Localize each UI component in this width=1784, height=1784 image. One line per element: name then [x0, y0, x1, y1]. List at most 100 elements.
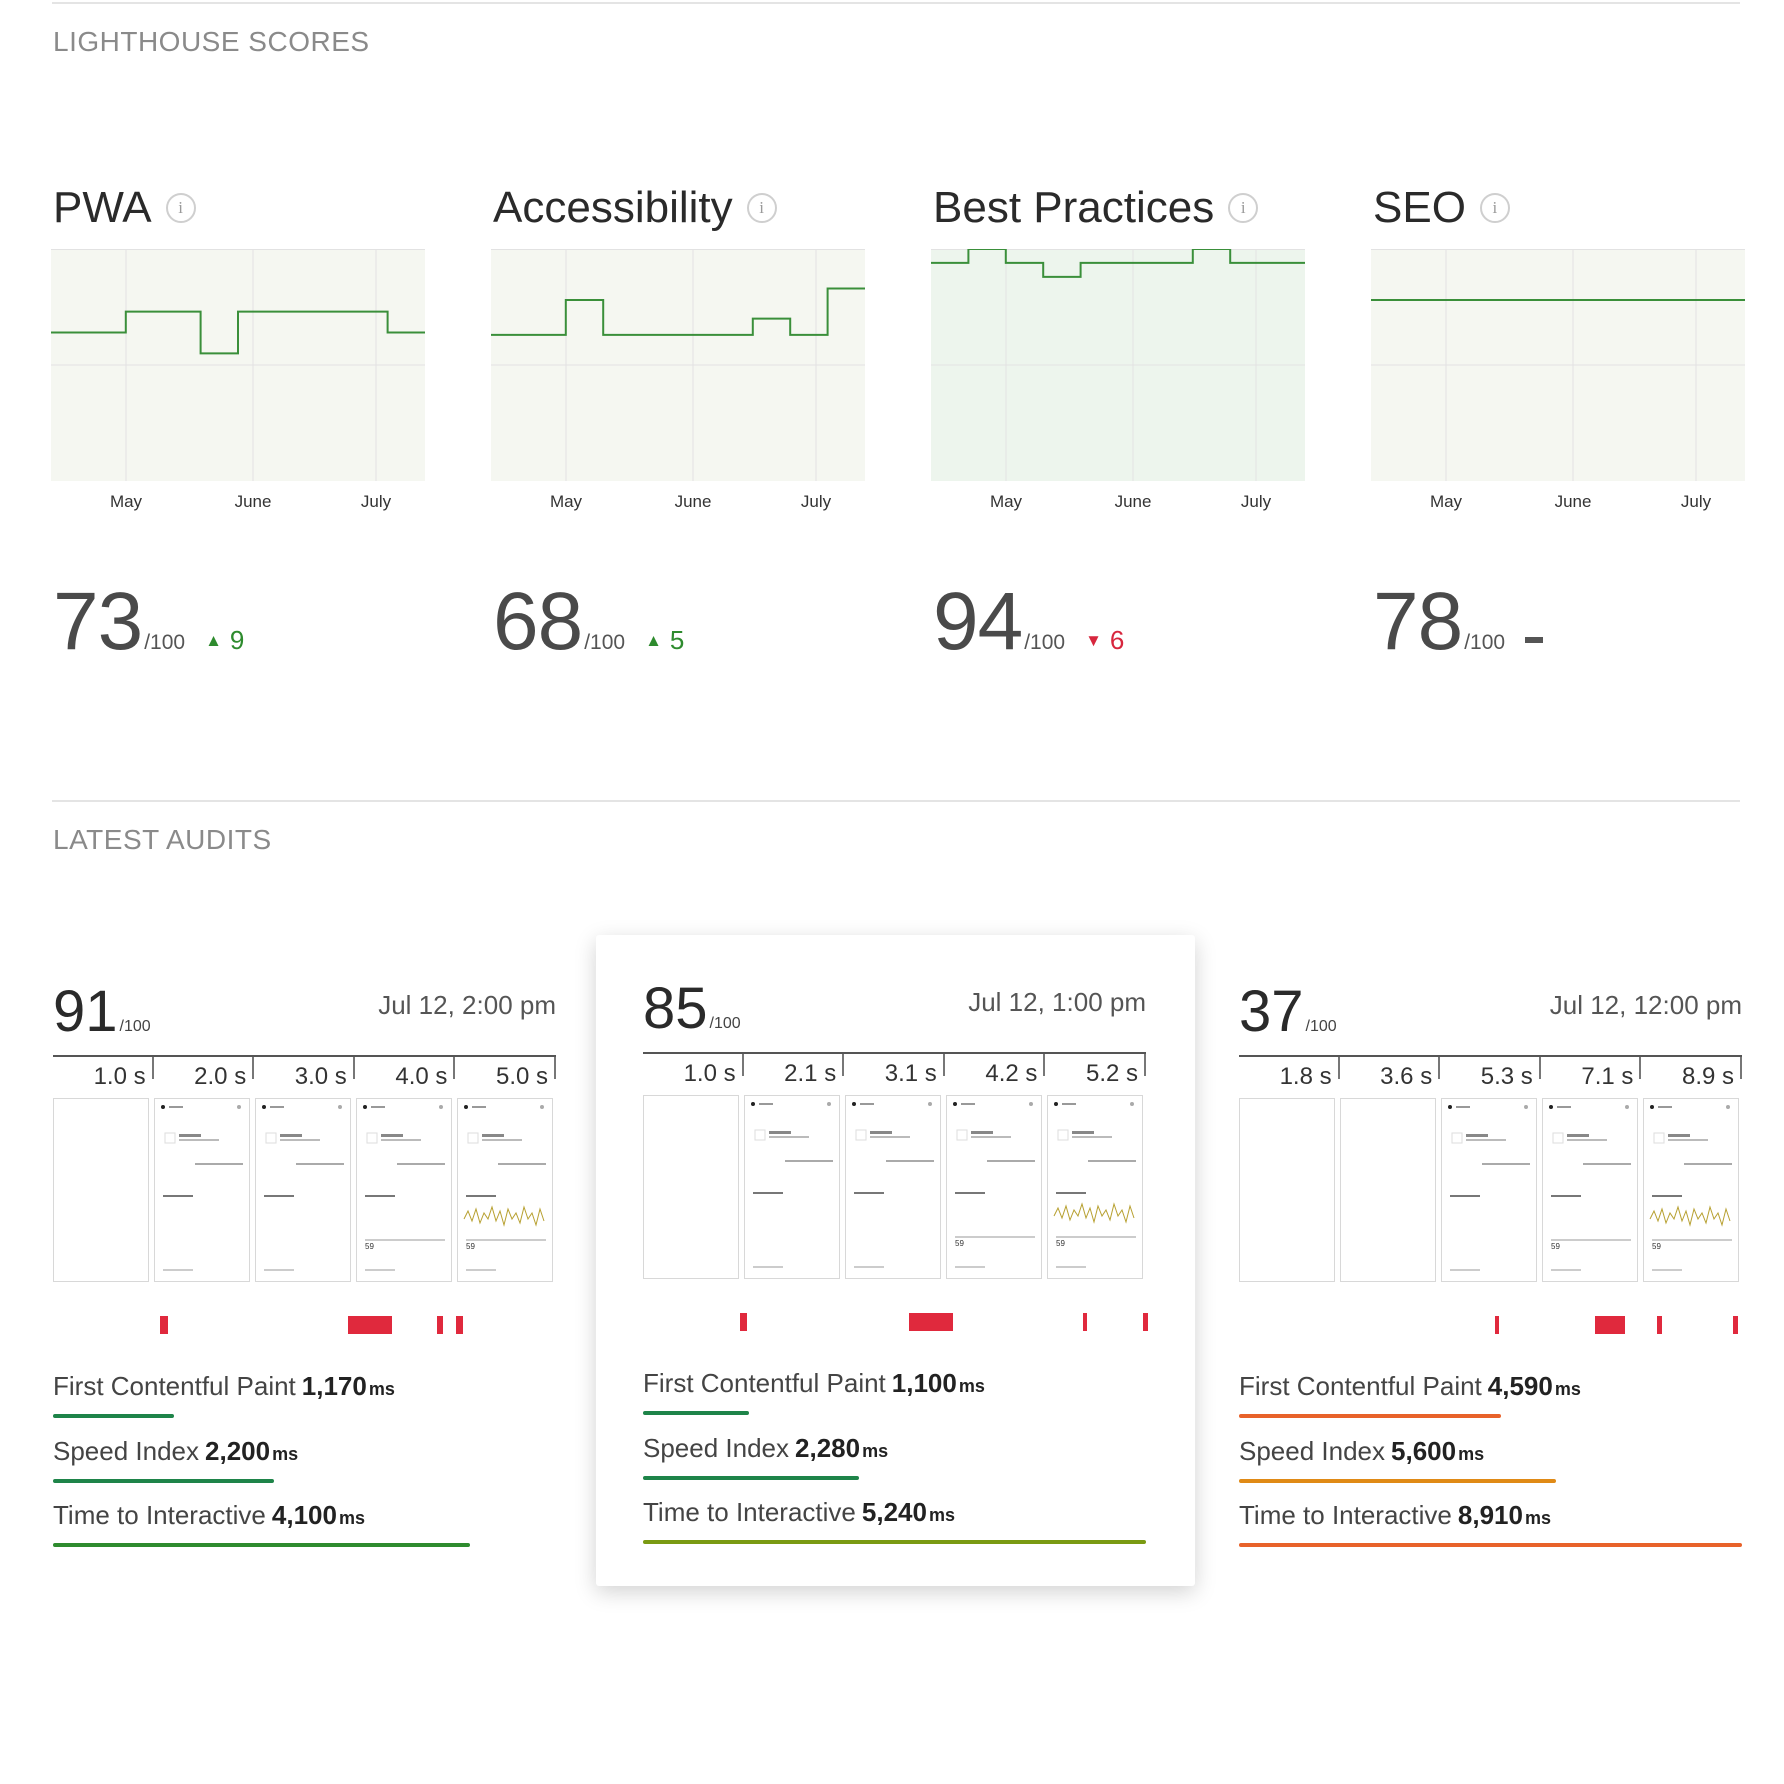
- score-series-line: [931, 248, 1305, 278]
- filmstrip-frame[interactable]: 59: [356, 1098, 452, 1282]
- score-series-line: [51, 310, 425, 355]
- svg-text:59: 59: [1652, 1242, 1661, 1251]
- metric-value: 1,170: [301, 1371, 367, 1401]
- x-tick-label: June: [235, 492, 272, 511]
- timeline-tick: [1438, 1057, 1441, 1079]
- trend-chart-svg: May June July: [491, 249, 865, 511]
- timeline-tick: [1144, 1054, 1146, 1076]
- audit-score-value: 37: [1239, 979, 1304, 1044]
- metric-bar: [643, 1411, 749, 1415]
- x-tick-label: July: [361, 492, 392, 511]
- section-title-audits: LATEST AUDITS: [53, 824, 272, 855]
- score-delta: ▲ 5: [645, 625, 684, 656]
- score-card-pwa: PWA i May June July 73 /100 ▲ 9: [51, 175, 427, 695]
- metric-label: Speed Index: [643, 1433, 790, 1463]
- x-tick-label: June: [1115, 492, 1152, 511]
- metric-bar: [53, 1414, 174, 1418]
- frame-thumbnail: 59: [463, 1105, 546, 1271]
- timeline-tick: [352, 1057, 355, 1079]
- metric-row: Time to Interactive 8,910 ms: [1239, 1500, 1551, 1531]
- score-card-header: Best Practices i: [933, 175, 1259, 241]
- filmstrip-frame[interactable]: [1441, 1098, 1537, 1282]
- timeline-tick: [1740, 1057, 1742, 1079]
- metric-bar: [1239, 1543, 1742, 1547]
- filmstrip-frame[interactable]: [255, 1098, 351, 1282]
- filmstrip-timeline: 1.0 s 2.1 s 3.1 s 4.2 s 5.2 s: [643, 1052, 1146, 1094]
- arrow-up-icon: ▲: [645, 631, 662, 650]
- filmstrip-frame[interactable]: 59: [457, 1098, 553, 1282]
- score-trend-chart: May June July: [931, 248, 1305, 515]
- category-title: Best Practices: [933, 183, 1215, 232]
- metric-unit: ms: [368, 1379, 395, 1399]
- audit-card[interactable]: 91 /100 Jul 12, 2:00 pm 1.0 s 2.0 s 3.0 …: [53, 978, 556, 1547]
- filmstrip-frame[interactable]: [53, 1098, 149, 1282]
- score-card-best-practices: Best Practices i May June July 94 /100 ▼ 6: [931, 175, 1307, 695]
- filmstrip-frame[interactable]: [643, 1095, 739, 1279]
- filmstrip-frame[interactable]: [154, 1098, 250, 1282]
- audit-score: 85 /100: [643, 975, 741, 1042]
- score-card-header: SEO i: [1373, 175, 1510, 241]
- audit-card[interactable]: 37 /100 Jul 12, 12:00 pm 1.8 s 3.6 s 5.3…: [1239, 978, 1742, 1547]
- score-trend-chart: May June July: [491, 249, 865, 515]
- audit-score-value: 85: [643, 976, 708, 1041]
- filmstrip-frame[interactable]: 59: [1542, 1098, 1638, 1282]
- audit-card[interactable]: 85 /100 Jul 12, 1:00 pm 1.0 s 2.1 s 3.1 …: [643, 975, 1148, 1544]
- filmstrip-frame[interactable]: 59: [946, 1095, 1042, 1279]
- arrow-down-icon: ▼: [1085, 631, 1102, 650]
- audit-date: Jul 12, 2:00 pm: [378, 990, 556, 1020]
- score-out-of: /100: [1464, 631, 1506, 654]
- filmstrip: 59 59: [1239, 1098, 1742, 1284]
- filmstrip-frame[interactable]: [1340, 1098, 1436, 1282]
- long-task-marker: [160, 1316, 168, 1334]
- long-task-marker: [1595, 1316, 1625, 1334]
- x-tick-label: July: [801, 492, 832, 511]
- x-tick-label: July: [1681, 492, 1712, 511]
- filmstrip-frame[interactable]: [845, 1095, 941, 1279]
- metric-label: Time to Interactive: [643, 1497, 856, 1527]
- frame-thumbnail: 59: [1649, 1105, 1732, 1271]
- metric-label: First Contentful Paint: [1239, 1371, 1482, 1401]
- metric-label: Speed Index: [1239, 1436, 1386, 1466]
- frame-thumbnail: 59: [1549, 1105, 1631, 1271]
- metric-bar: [53, 1479, 274, 1483]
- score-card-accessibility: Accessibility i May June July 68 /100 ▲ 5: [491, 175, 867, 695]
- metric-value: 2,280: [795, 1433, 861, 1463]
- metric-unit: ms: [338, 1508, 365, 1528]
- svg-text:59: 59: [955, 1239, 964, 1248]
- timeline-tick-label: 5.3 s: [1480, 1063, 1533, 1090]
- score-card-header: Accessibility i: [493, 175, 777, 241]
- filmstrip-frame[interactable]: 59: [1643, 1098, 1739, 1282]
- metric-unit: ms: [862, 1441, 889, 1461]
- metric-row: Speed Index 2,200 ms: [53, 1436, 298, 1467]
- filmstrip-frame[interactable]: [744, 1095, 840, 1279]
- timeline-tick: [1043, 1054, 1046, 1076]
- timeline-tick-label: 4.0 s: [395, 1063, 448, 1090]
- frame-thumbnail: [1448, 1105, 1530, 1271]
- svg-text:59: 59: [1551, 1242, 1560, 1251]
- filmstrip-frame[interactable]: 59: [1047, 1095, 1143, 1279]
- metric-bar: [643, 1476, 859, 1480]
- metric-value: 8,910: [1457, 1500, 1523, 1530]
- audit-score: 37 /100: [1239, 978, 1337, 1045]
- audit-score-out-of: /100: [119, 1018, 151, 1035]
- x-tick-label: June: [675, 492, 712, 511]
- audit-score: 91 /100: [53, 978, 151, 1045]
- top-divider: [52, 2, 1740, 4]
- timeline-tick-label: 1.8 s: [1279, 1063, 1332, 1090]
- info-icon[interactable]: i: [1228, 193, 1259, 223]
- metric-row: Time to Interactive 4,100 ms: [53, 1500, 365, 1531]
- timeline-tick-label: 1.0 s: [93, 1063, 146, 1090]
- category-title: Accessibility: [493, 183, 733, 232]
- filmstrip-timeline: 1.8 s 3.6 s 5.3 s 7.1 s 8.9 s: [1239, 1055, 1742, 1097]
- metric-label: First Contentful Paint: [53, 1371, 296, 1401]
- info-icon[interactable]: i: [165, 193, 196, 223]
- filmstrip-frame[interactable]: [1239, 1098, 1335, 1282]
- frame-thumbnail: [161, 1105, 243, 1271]
- info-icon[interactable]: i: [1479, 193, 1510, 223]
- info-icon[interactable]: i: [746, 193, 777, 223]
- timeline-tick: [942, 1054, 945, 1076]
- long-task-marker: [740, 1313, 747, 1331]
- timeline-tick-label: 2.1 s: [784, 1060, 837, 1087]
- category-score: 78: [1373, 576, 1463, 667]
- metric-row: Speed Index 5,600 ms: [1239, 1436, 1484, 1467]
